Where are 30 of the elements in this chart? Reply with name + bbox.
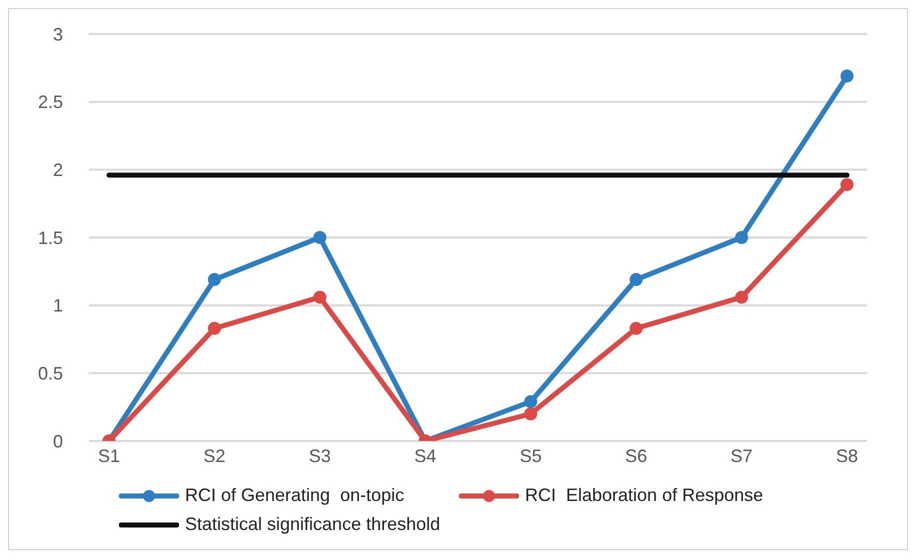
point bbox=[840, 178, 854, 192]
x-tick-label: S4 bbox=[414, 446, 436, 466]
point bbox=[630, 322, 643, 335]
y-tick-label: 2.5 bbox=[38, 92, 63, 112]
point bbox=[524, 407, 538, 420]
point bbox=[524, 395, 538, 408]
point bbox=[840, 70, 854, 83]
point bbox=[735, 290, 748, 304]
point bbox=[313, 290, 326, 304]
point bbox=[208, 322, 221, 335]
x-tick-label: S3 bbox=[308, 446, 331, 466]
y-tick-label: 3 bbox=[52, 24, 63, 44]
point bbox=[313, 231, 326, 244]
y-tick-label: 1 bbox=[52, 296, 63, 316]
point bbox=[735, 231, 748, 244]
x-tick-label: S6 bbox=[625, 446, 648, 466]
y-tick-label: 0 bbox=[52, 431, 63, 452]
x-tick-label: S1 bbox=[98, 446, 120, 466]
point bbox=[630, 273, 643, 286]
x-tick-label: S7 bbox=[730, 446, 753, 466]
legend-label: Statistical significance threshold bbox=[185, 514, 440, 535]
x-tick-label: S8 bbox=[836, 446, 858, 466]
y-tick-label: 1.5 bbox=[38, 228, 63, 248]
y-tick-label: 2 bbox=[52, 160, 63, 180]
legend-label: RCI Elaboration of Response bbox=[525, 485, 764, 506]
x-tick-label: S5 bbox=[520, 446, 542, 466]
point bbox=[208, 273, 221, 286]
y-tick-label: 0.5 bbox=[38, 364, 63, 384]
legend-label: RCI of Generating on-topic bbox=[185, 485, 404, 506]
x-tick-label: S2 bbox=[203, 446, 226, 466]
